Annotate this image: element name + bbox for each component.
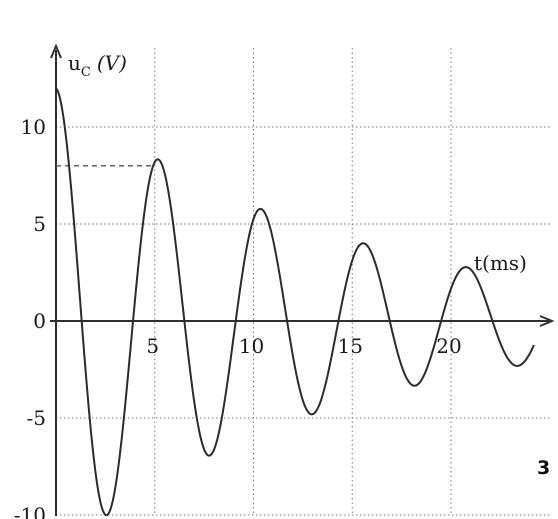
x-tick-label: 5 [146, 334, 159, 358]
y-axis-arrow [50, 43, 62, 59]
labels: uC(V) t(ms) الشكل 3 [68, 51, 558, 479]
plot-area [55, 87, 535, 517]
figure-caption: الشكل 3 [537, 457, 558, 479]
grid [56, 48, 552, 516]
y-tick-label: -5 [27, 406, 46, 430]
y-axis-title: uC (V) [68, 51, 127, 80]
x-axis-arrow [539, 315, 555, 327]
y-tick-label: 10 [21, 115, 46, 139]
x-tick-label: 20 [436, 334, 461, 358]
series-line [55, 87, 535, 517]
x-tick-label: 15 [338, 334, 363, 358]
x-axis-title: t(ms) [474, 251, 527, 275]
x-tick-label: 10 [239, 334, 264, 358]
axes: 10 5 0 -5 -10 5 10 15 20 [14, 43, 555, 519]
y-tick-label: 5 [33, 212, 46, 236]
y-tick-label: 0 [33, 309, 46, 333]
y-tick-label: -10 [14, 503, 46, 519]
